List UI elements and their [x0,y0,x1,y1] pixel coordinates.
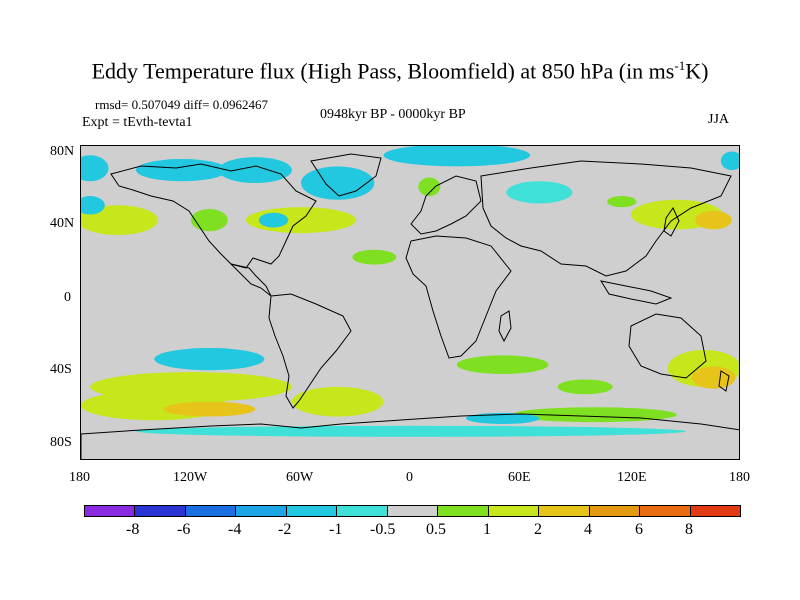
coastline-layer [81,153,739,459]
flux-anomaly-region [695,210,732,230]
rmsd-diff-label: rmsd= 0.507049 diff= 0.0962467 [95,97,268,112]
lon-label-0: 0 [406,470,413,485]
colorbar-label-1: -6 [177,521,191,538]
coastline-greenland [310,153,382,197]
colorbar-label-9: 4 [584,521,592,538]
coastline-europe [410,175,482,235]
colorbar-cell [689,505,741,517]
colorbar-cell [285,505,338,517]
colorbar-cell [538,505,590,517]
lon-label-120e: 120E [617,470,647,485]
colorbar-cell [487,505,540,517]
flux-anomaly-region [81,155,109,182]
flux-anomaly-region [557,379,613,395]
colorbar-cell [235,505,287,517]
lon-label-60w: 60W [286,470,314,485]
coastline-central-america [229,263,272,297]
colorbar-label-4: -1 [329,521,343,538]
coastline-new-zealand [718,370,730,392]
colorbar-cell [386,505,439,517]
coastline-antarctica [81,413,739,459]
flux-anomaly-region [218,157,292,184]
flux-anomaly-region [456,355,549,374]
flux-anomaly-region [291,386,384,417]
title-tail: K) [685,58,709,84]
colorbar-cell [184,505,237,517]
coastline-north-america [110,163,317,269]
lat-label-80n: 80N [50,144,75,159]
map-canvas [81,146,739,459]
flux-anomaly-region [258,212,289,228]
coastline-south-america [268,293,352,409]
flux-anomaly-region [720,151,739,171]
flux-anomaly-region [81,196,105,215]
plot-title: Eddy Temperature flux (High Pass, Bloomf… [0,58,800,84]
flux-anomaly-region [383,146,531,167]
colorbar-label-10: 6 [635,521,643,538]
colorbar-cell [134,505,186,517]
lat-label-0: 0 [64,290,71,305]
flux-anomaly-region [511,407,677,423]
colorbar-label-6: 0.5 [426,521,446,538]
flux-anomaly-region [418,177,441,197]
colorbar-cell [588,505,641,517]
colorbar-label-3: -2 [278,521,292,538]
experiment-label: Expt = tEvth-tevta1 [82,115,193,130]
lon-label-60e: 60E [508,470,531,485]
flux-anomaly-region [607,196,637,208]
lon-label-180e: 180 [729,470,750,485]
colorbar-cell [84,505,136,517]
coastline-indonesia [599,280,673,305]
colorbar [84,505,741,517]
coastline-madagascar [498,310,512,343]
title-superscript: -1 [674,58,686,73]
flux-anomaly-region [81,205,158,235]
flux-anomaly-region [506,181,573,204]
colorbar-label-0: -8 [126,521,140,538]
colorbar-cell [336,505,388,517]
colorbar-label-7: 1 [483,521,491,538]
colorbar-label-5: -0.5 [370,521,396,538]
flux-anomaly-region [691,366,736,389]
lat-label-40s: 40S [50,362,72,377]
lat-label-40n: 40N [50,216,75,231]
flux-anomaly-region [136,158,228,182]
colorbar-label-2: -4 [228,521,242,538]
colorbar-label-11: 8 [685,521,693,538]
lon-label-180w: 180 [69,470,90,485]
lat-label-80s: 80S [50,435,72,450]
map-panel [80,145,740,460]
lon-label-120w: 120W [173,470,208,485]
coastline-asia [480,160,732,277]
flux-anomaly-region [163,401,256,417]
title-main: Eddy Temperature flux (High Pass, Bloomf… [91,58,675,84]
coastline-africa [405,235,512,359]
flux-field-layer [81,146,739,437]
flux-anomaly-region [154,347,265,371]
coastline-japan [663,207,680,237]
season-label: JJA [708,112,730,127]
flux-anomaly-region [352,249,397,265]
period-label: 0948kyr BP - 0000kyr BP [320,107,466,122]
colorbar-cell [437,505,489,517]
colorbar-label-8: 2 [534,521,542,538]
coastline-australia [628,313,707,379]
flux-anomaly-region [191,209,228,232]
flux-anomaly-region [136,425,686,437]
colorbar-cell [639,505,691,517]
